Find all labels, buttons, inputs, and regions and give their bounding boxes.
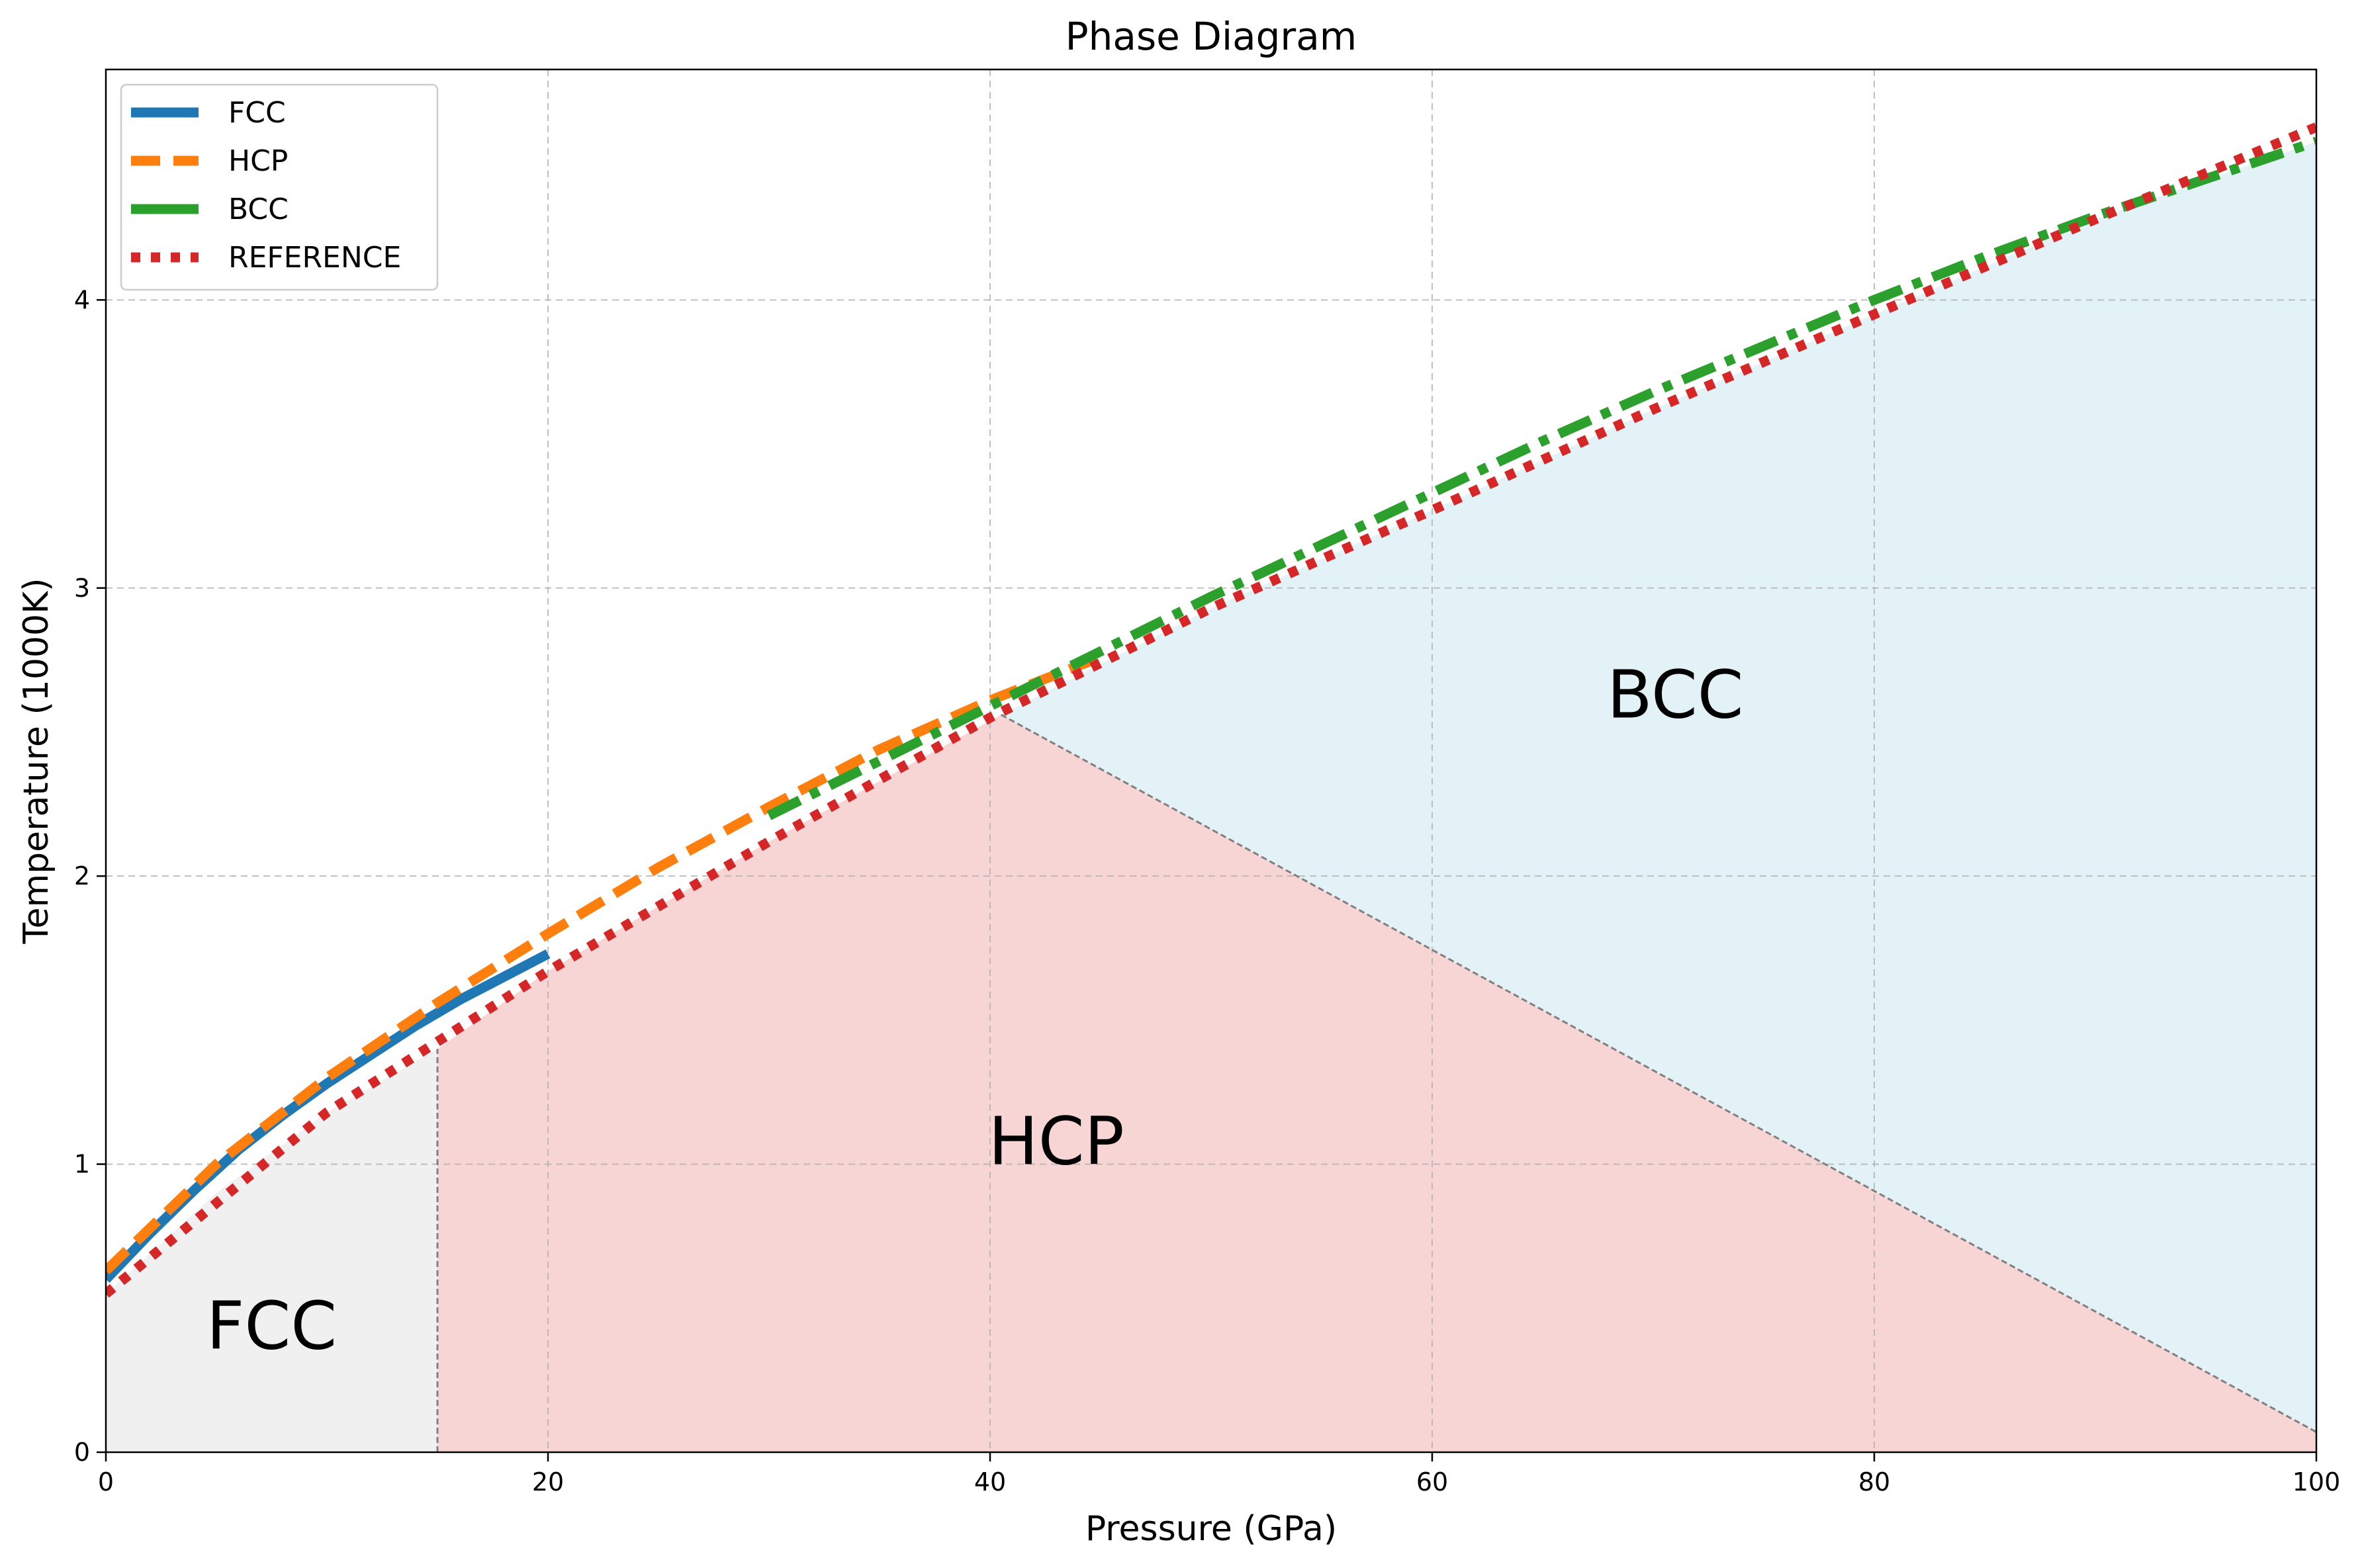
y-tick-label-4: 4: [74, 285, 90, 314]
legend-label-bcc: BCC: [228, 193, 289, 226]
x-tick-label-40: 40: [974, 1467, 1006, 1497]
chart-title: Phase Diagram: [1066, 14, 1357, 59]
x-tick-label-80: 80: [1858, 1467, 1890, 1497]
x-tick-label-20: 20: [532, 1467, 564, 1497]
y-axis-label: Temperature (1000K): [17, 578, 56, 945]
region-label-bcc: BCC: [1607, 656, 1744, 734]
series-line-hcp: [106, 652, 1103, 1275]
region-labels: FCC HCP BCC: [206, 656, 1744, 1365]
y-tick-label-3: 3: [74, 574, 90, 603]
y-tick-label-1: 1: [74, 1150, 90, 1179]
legend-label-fcc: FCC: [228, 96, 286, 130]
plot-frame: [105, 68, 2318, 1454]
legend: FCC HCP BCC REFERENCE: [120, 83, 439, 291]
x-tick-label-100: 100: [2293, 1467, 2341, 1497]
phase-boundaries: [436, 714, 2316, 1452]
x-tick-label-0: 0: [98, 1467, 114, 1497]
region-label-hcp: HCP: [989, 1103, 1124, 1180]
x-axis-ticks: 0 20 40 60 80 100: [98, 1452, 2340, 1497]
y-tick-label-2: 2: [74, 861, 90, 891]
legend-label-reference: REFERENCE: [228, 241, 401, 275]
x-axis-label: Pressure (GPa): [1085, 1509, 1337, 1549]
region-fcc: [106, 1049, 437, 1452]
x-tick-label-60: 60: [1416, 1467, 1448, 1497]
region-bcc: [1001, 141, 2316, 1432]
series-line-bcc: [766, 136, 2316, 820]
y-tick-label-0: 0: [74, 1438, 90, 1467]
series-lines: [106, 122, 2316, 1298]
region-label-fcc: FCC: [206, 1287, 337, 1364]
phase-regions: [106, 141, 2316, 1452]
legend-label-hcp: HCP: [228, 144, 288, 178]
legend-box: [120, 83, 439, 291]
region-hcp: [437, 715, 2316, 1452]
series-line-reference: [106, 122, 2316, 1298]
y-axis-ticks: 0 1 2 3 4: [74, 285, 106, 1467]
